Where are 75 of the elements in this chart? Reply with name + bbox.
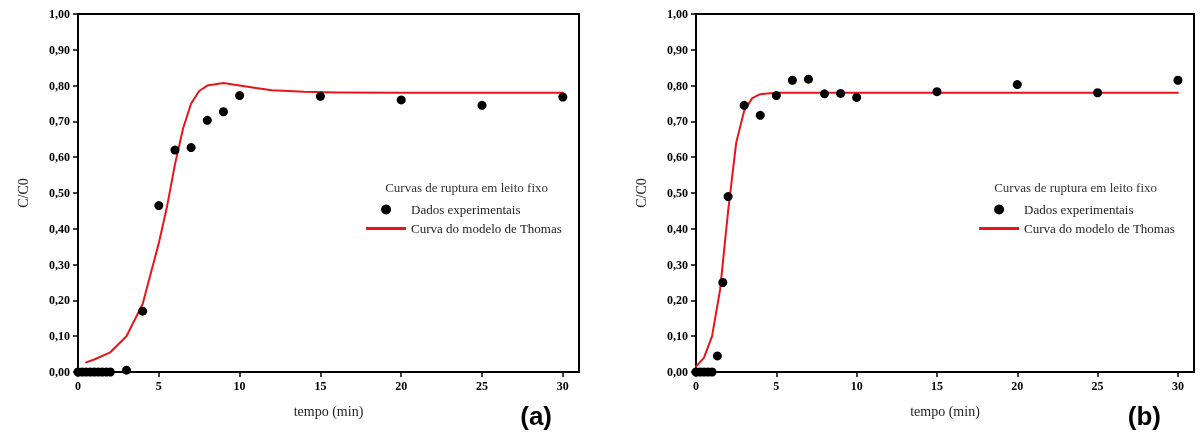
x-tick-label: 0 (75, 379, 81, 393)
legend-label: Dados experimentais (1024, 202, 1134, 217)
point (202, 115, 212, 125)
point (803, 74, 813, 84)
point (186, 143, 196, 153)
legend-label: Dados experimentais (411, 202, 521, 217)
x-tick-label: 25 (476, 379, 489, 393)
point (154, 201, 164, 211)
point (1173, 75, 1183, 85)
point (723, 192, 733, 202)
y-tick-label: 0,10 (667, 329, 688, 344)
point (235, 91, 245, 101)
y-tick-label: 0,30 (667, 257, 688, 272)
point (787, 75, 797, 85)
y-axis-title: C/C0 (633, 178, 649, 208)
point (718, 278, 728, 287)
point (820, 89, 830, 99)
y-tick-label: 0,60 (49, 150, 70, 165)
x-tick-label: 15 (314, 379, 327, 393)
text: (b) (1127, 401, 1161, 431)
x-tick-label: 5 (773, 379, 780, 393)
point (396, 95, 406, 105)
point (558, 92, 568, 102)
y-tick-label: 1,00 (667, 7, 688, 21)
point (739, 100, 749, 110)
x-tick-label: 30 (1171, 379, 1184, 393)
x-tick-label: 10 (233, 379, 246, 393)
point (771, 91, 781, 101)
y-tick-label: 0,60 (667, 150, 688, 165)
y-tick-label: 0,20 (49, 293, 70, 308)
y-tick-label: 0,40 (667, 221, 688, 236)
text: (a) (520, 401, 552, 431)
y-axis-title: C/C0 (15, 178, 31, 208)
legend-label: Curva do modelo de Thomas (1024, 221, 1175, 236)
y-tick-label: 0,90 (49, 42, 70, 57)
point (836, 88, 846, 98)
x-tick-label: 5 (155, 379, 162, 393)
point (315, 91, 325, 101)
y-tick-label: 0,90 (667, 42, 688, 57)
point (755, 110, 765, 120)
x-tick-label: 20 (395, 379, 408, 393)
x-tick-label: 20 (1011, 379, 1024, 393)
point (138, 306, 148, 316)
y-tick-label: 0,20 (667, 293, 688, 308)
x-tick-label: 10 (850, 379, 863, 393)
point (218, 107, 228, 117)
y-tick-label: 0,80 (49, 78, 70, 93)
x-tick-label: 25 (1091, 379, 1104, 393)
legend-title: Curvas de ruptura em leito fixo (385, 180, 549, 195)
legend-label: Curva do modelo de Thomas (411, 221, 562, 236)
point (121, 365, 131, 375)
y-tick-label: 0,00 (49, 365, 70, 379)
point (477, 100, 487, 110)
legend-title: Curvas de ruptura em leito fixo (994, 180, 1158, 195)
y-tick-label: 0,70 (667, 114, 688, 129)
x-axis-title: tempo (min) (910, 403, 981, 420)
y-tick-label: 1,00 (49, 7, 70, 21)
x-tick-label: 30 (556, 379, 569, 393)
y-tick-label: 0,40 (49, 221, 70, 236)
point (852, 92, 862, 102)
x-tick-label: 0 (693, 379, 699, 393)
y-tick-label: 0,30 (49, 257, 70, 272)
point (712, 351, 722, 361)
y-tick-label: 0,10 (49, 329, 70, 344)
point (932, 87, 942, 97)
y-tick-label: 0,00 (667, 365, 688, 379)
y-tick-label: 0,80 (667, 78, 688, 93)
x-tick-label: 15 (930, 379, 943, 393)
point (1012, 80, 1022, 90)
y-tick-label: 0,50 (667, 186, 688, 200)
point (170, 145, 180, 155)
y-tick-label: 0,50 (49, 186, 70, 200)
point (1093, 88, 1103, 98)
x-axis-title: tempo (min) (293, 403, 364, 420)
y-tick-label: 0,70 (49, 114, 70, 129)
